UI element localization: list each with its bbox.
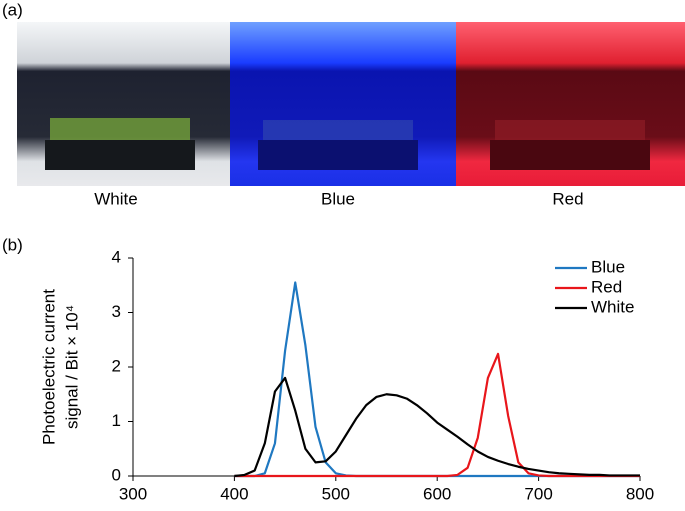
legend-label: Blue [591, 257, 625, 276]
x-tick-label: 400 [220, 484, 248, 503]
y-tick-label: 2 [112, 356, 121, 375]
photo-caption: White [94, 189, 137, 208]
series-line [234, 376, 640, 478]
series-line [234, 281, 640, 478]
y-axis-label: signal / Bit × 10⁴ [62, 305, 81, 429]
photo-caption: Blue [321, 189, 355, 208]
panel-label: (a) [2, 0, 23, 19]
y-tick-label: 0 [112, 465, 121, 484]
y-tick-label: 1 [112, 411, 121, 430]
x-tick-label: 800 [626, 484, 654, 503]
x-tick-label: 600 [423, 484, 451, 503]
photo-white [17, 22, 230, 186]
legend-label: Red [591, 277, 622, 296]
panel-label: (b) [2, 235, 23, 254]
x-tick-label: 500 [322, 484, 350, 503]
y-axis-label: Photoelectric current [39, 289, 58, 445]
photo-blue [230, 22, 456, 186]
y-tick-label: 3 [112, 302, 121, 321]
x-tick-label: 300 [119, 484, 147, 503]
legend-label: White [591, 297, 634, 316]
photo-red [456, 22, 685, 186]
y-tick-label: 4 [112, 247, 121, 266]
x-tick-label: 700 [524, 484, 552, 503]
series-line [234, 352, 640, 478]
photo-caption: Red [552, 189, 583, 208]
